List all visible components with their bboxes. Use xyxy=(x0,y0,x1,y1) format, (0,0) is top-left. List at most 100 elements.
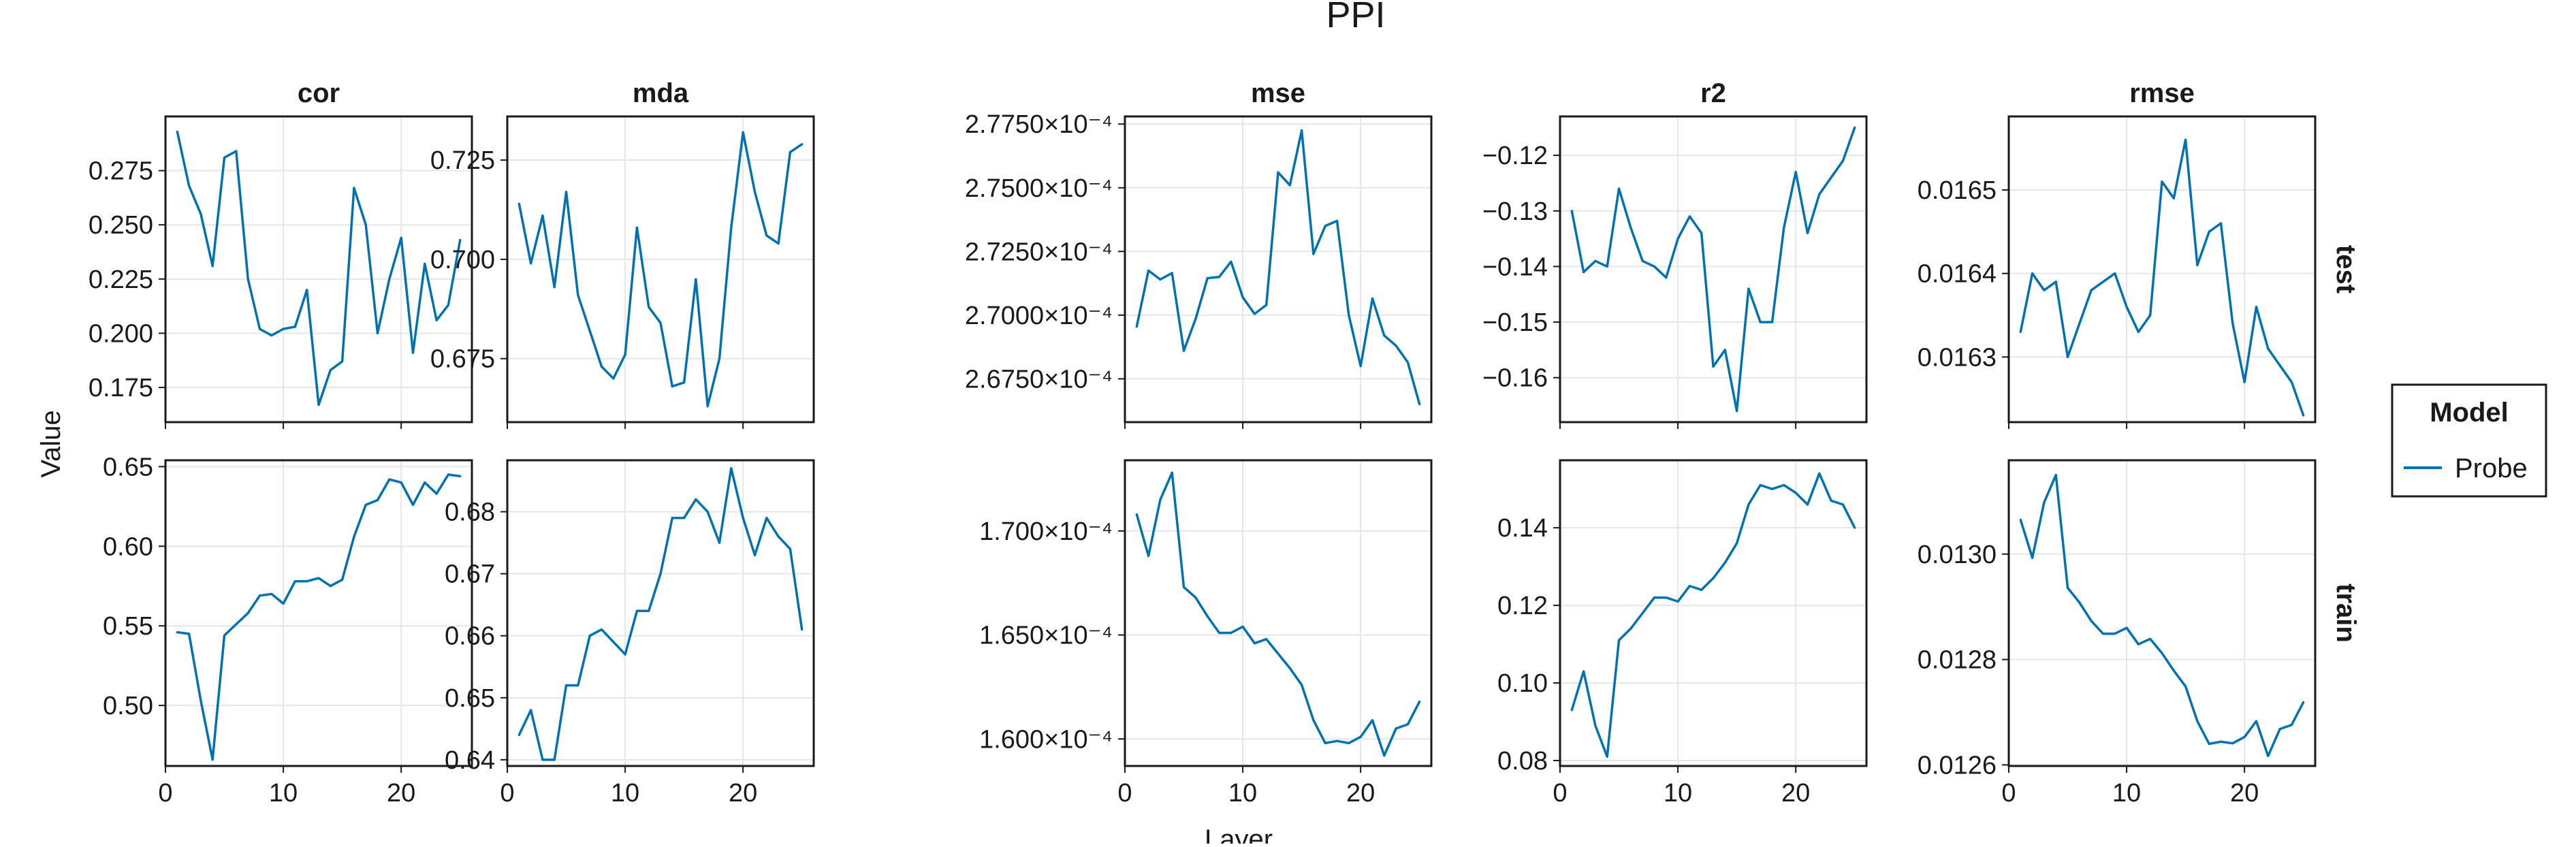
data-point xyxy=(801,143,804,146)
data-point xyxy=(353,187,355,189)
data-point xyxy=(2302,414,2305,417)
data-point xyxy=(2054,474,2057,477)
data-point xyxy=(648,306,650,308)
panel-frame xyxy=(2007,115,2317,424)
data-point xyxy=(1806,231,1809,235)
data-point xyxy=(1301,129,1303,132)
data-point xyxy=(176,630,178,634)
data-point xyxy=(1794,171,1797,174)
data-point xyxy=(1723,561,1726,564)
data-point xyxy=(1147,554,1150,558)
data-point xyxy=(1736,542,1738,545)
data-point xyxy=(1218,276,1221,278)
panel-r2-test: −0.16 −0.15 −0.14 −0.13 −0.12 xyxy=(1482,115,1868,429)
data-point xyxy=(659,573,662,575)
data-point xyxy=(1854,126,1856,129)
data-point xyxy=(2278,364,2281,367)
data-point xyxy=(341,578,344,581)
panel-mda-train: 0 10 20 0.64 0.65 0.66 0.67 0.68 xyxy=(445,459,815,808)
panel-mse-test: 2.6750×10⁻⁴ 2.7000×10⁻⁴ 2.7250×10⁻⁴ 2.7500×… xyxy=(965,110,1433,429)
data-point xyxy=(1312,253,1315,255)
y-tick-label: 0.275 xyxy=(89,157,153,186)
data-point xyxy=(1241,625,1244,628)
data-point xyxy=(176,130,178,133)
data-point xyxy=(1712,577,1715,579)
data-point xyxy=(612,377,615,380)
panel-frame xyxy=(506,459,815,767)
data-point xyxy=(411,503,415,507)
data-point xyxy=(223,156,226,159)
data-point xyxy=(2208,742,2210,746)
y-tick-label: 0.55 xyxy=(103,612,153,641)
y-tick-label: 0.0165 xyxy=(1918,176,1997,205)
y-tick-label: 0.0130 xyxy=(1918,541,1997,569)
x-tick-label: 10 xyxy=(2112,779,2141,808)
data-point xyxy=(317,403,320,406)
y-tick-label: 1.600×10⁻⁴ xyxy=(979,725,1113,754)
data-point xyxy=(671,385,673,388)
data-point xyxy=(683,517,686,520)
data-point xyxy=(459,475,462,477)
y-tick-label: 0.10 xyxy=(1497,669,1548,698)
data-point xyxy=(1830,499,1832,502)
data-point xyxy=(2302,701,2305,703)
data-point xyxy=(565,684,568,687)
data-point xyxy=(1770,321,1774,323)
data-point xyxy=(1606,755,1608,758)
data-point xyxy=(2125,306,2128,308)
data-point xyxy=(2078,322,2081,325)
data-point xyxy=(2219,222,2223,225)
y-tick-label: 0.700 xyxy=(430,246,495,274)
data-point xyxy=(742,517,744,520)
data-point xyxy=(1570,709,1573,712)
data-point xyxy=(2290,724,2293,726)
data-point xyxy=(1688,585,1691,588)
data-point xyxy=(1383,334,1386,337)
data-point xyxy=(777,535,780,538)
data-point xyxy=(1265,638,1268,641)
data-point xyxy=(317,577,320,579)
data-point xyxy=(1794,492,1797,494)
data-point xyxy=(2090,289,2093,291)
x-tick-label: 0 xyxy=(1553,779,1567,808)
data-point xyxy=(1383,754,1386,757)
data-point xyxy=(1641,611,1644,615)
x-tick-label: 0 xyxy=(2001,779,2016,808)
data-point xyxy=(2290,381,2293,383)
data-point xyxy=(1241,296,1244,299)
data-point xyxy=(1617,187,1621,190)
data-point xyxy=(730,226,733,229)
data-point xyxy=(1806,503,1809,506)
data-point xyxy=(1747,287,1750,290)
data-point xyxy=(341,360,344,363)
data-point xyxy=(1676,238,1679,240)
data-point xyxy=(1406,361,1409,364)
data-point xyxy=(2172,197,2175,199)
data-point xyxy=(211,758,214,761)
data-point xyxy=(553,758,556,761)
data-point xyxy=(1653,596,1656,599)
y-tick-label: 0.14 xyxy=(1497,514,1548,543)
data-point xyxy=(1723,349,1726,351)
data-point xyxy=(530,262,532,265)
data-point xyxy=(388,478,391,481)
data-point xyxy=(2137,330,2140,334)
data-point xyxy=(624,653,626,656)
y-tick-label: 0.08 xyxy=(1497,747,1548,776)
data-point xyxy=(2031,272,2034,275)
data-point xyxy=(742,131,744,133)
data-point xyxy=(424,481,426,484)
y-tick-label: 0.0164 xyxy=(1918,260,1997,289)
panel-rmse-train: 0 10 20 0.0126 0.0128 0.0130 xyxy=(1918,459,2317,808)
panel-frame xyxy=(164,459,473,767)
data-point xyxy=(1570,210,1573,212)
data-point xyxy=(1159,278,1162,281)
data-point xyxy=(2043,501,2046,504)
data-point xyxy=(541,214,544,217)
data-point xyxy=(1759,321,1762,323)
data-point xyxy=(577,293,579,297)
y-tick-label: 1.650×10⁻⁴ xyxy=(979,622,1113,650)
data-point xyxy=(1606,265,1608,268)
data-point xyxy=(1583,670,1585,673)
